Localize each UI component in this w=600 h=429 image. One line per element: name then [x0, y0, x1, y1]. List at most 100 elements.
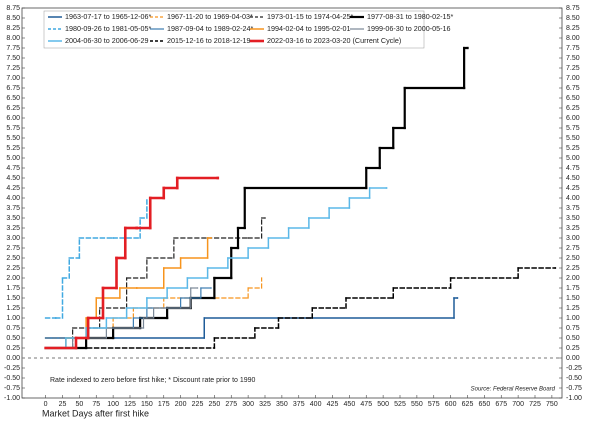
- x-tick-label: 0: [44, 401, 48, 408]
- x-tick-label: 125: [124, 401, 136, 408]
- y-tick-label: 8.50: [6, 15, 20, 22]
- y-tick-label: 7.50: [6, 55, 20, 62]
- y-tick-label: 7.75: [6, 45, 20, 52]
- legend-label: 2004-06-30 to 2006-06-29: [65, 36, 149, 45]
- x-tick-label: 350: [276, 401, 288, 408]
- y2-tick-label: 6.25: [566, 105, 580, 112]
- y-tick-label: 3.25: [6, 225, 20, 232]
- y-tick-label: 4.75: [6, 165, 20, 172]
- x-tick-label: 375: [293, 401, 305, 408]
- x-tick-label: 525: [394, 401, 406, 408]
- x-tick-label: 600: [445, 401, 457, 408]
- y-tick-label: 6.75: [6, 85, 20, 92]
- y-tick-label: 1.75: [6, 285, 20, 292]
- y2-tick-label: 0.00: [566, 355, 580, 362]
- y2-tick-label: 5.75: [566, 125, 580, 132]
- x-tick-label: 700: [512, 401, 524, 408]
- y-tick-label: 0.00: [6, 355, 20, 362]
- note: Rate indexed to zero before first hike; …: [50, 377, 256, 384]
- x-tick-label: 150: [141, 401, 153, 408]
- x-tick-label: 325: [259, 401, 271, 408]
- y2-tick-label: 6.50: [566, 95, 580, 102]
- y2-tick-label: 7.75: [566, 45, 580, 52]
- y-tick-label: 0.25: [6, 345, 20, 352]
- x-tick-label: 275: [225, 401, 237, 408]
- y-tick-label: 5.00: [6, 155, 20, 162]
- y2-tick-label: 7.25: [566, 65, 580, 72]
- source: Source: Federal Reserve Board: [471, 387, 556, 393]
- x-tick-label: 25: [59, 401, 67, 408]
- y-tick-label: 2.25: [6, 265, 20, 272]
- y2-tick-label: 1.50: [566, 295, 580, 302]
- y2-tick-label: 4.25: [566, 185, 580, 192]
- legend-label: 1980-09-26 to 1981-05-05*: [65, 24, 152, 33]
- y-tick-label: 3.00: [6, 235, 20, 242]
- y-tick-label: 2.00: [6, 275, 20, 282]
- x-tick-label: 225: [192, 401, 204, 408]
- x-tick-label: 100: [107, 401, 119, 408]
- y2-tick-label: 6.00: [566, 115, 580, 122]
- legend-label: 1973-01-15 to 1974-04-25*: [267, 12, 354, 21]
- y2-tick-label: 8.25: [566, 25, 580, 32]
- y2-tick-label: 4.50: [566, 175, 580, 182]
- y2-tick-label: 8.75: [566, 5, 580, 12]
- y-tick-label: -0.50: [4, 375, 20, 382]
- y-tick-label: 5.75: [6, 125, 20, 132]
- x-tick-label: 500: [377, 401, 389, 408]
- y2-tick-label: 6.75: [566, 85, 580, 92]
- y2-tick-label: -0.50: [566, 375, 582, 382]
- x-tick-label: 200: [175, 401, 187, 408]
- y-tick-label: -1.00: [4, 395, 20, 402]
- y-tick-label: 0.75: [6, 325, 20, 332]
- y-tick-label: 0.50: [6, 335, 20, 342]
- y2-tick-label: 0.75: [566, 325, 580, 332]
- x-tick-label: 475: [360, 401, 372, 408]
- y-tick-label: 4.25: [6, 185, 20, 192]
- y-tick-label: 5.25: [6, 145, 20, 152]
- y-tick-label: 6.00: [6, 115, 20, 122]
- y-tick-label: 1.00: [6, 315, 20, 322]
- x-tick-label: 425: [327, 401, 339, 408]
- y-tick-label: 6.25: [6, 105, 20, 112]
- plot-frame: [21, 7, 563, 399]
- legend-label: 1967-11-20 to 1969-04-03*: [167, 12, 253, 21]
- x-tick-label: 250: [209, 401, 221, 408]
- y2-tick-label: 5.00: [566, 155, 580, 162]
- y2-tick-label: 3.00: [566, 235, 580, 242]
- y2-tick-label: 2.50: [566, 255, 580, 262]
- x-tick-label: 725: [529, 401, 541, 408]
- y-tick-label: 8.75: [6, 5, 20, 12]
- y2-tick-label: 4.75: [566, 165, 580, 172]
- y2-tick-label: -0.25: [566, 365, 582, 372]
- y2-tick-label: 1.00: [566, 315, 580, 322]
- x-tick-label: 550: [411, 401, 423, 408]
- y2-tick-label: 5.50: [566, 135, 580, 142]
- x-axis-label: Market Days after first hike: [42, 408, 149, 418]
- y2-tick-label: 4.00: [566, 195, 580, 202]
- y-tick-label: 8.25: [6, 25, 20, 32]
- legend-label: 1999-06-30 to 2000-05-16: [367, 24, 451, 33]
- legend-label: 2015-12-16 to 2018-12-19: [167, 36, 251, 45]
- y2-tick-label: 2.25: [566, 265, 580, 272]
- y2-tick-label: 3.75: [566, 205, 580, 212]
- legend-label: 1994-02-04 to 1995-02-01: [267, 24, 351, 33]
- x-tick-label: 50: [75, 401, 83, 408]
- y-tick-label: 4.00: [6, 195, 20, 202]
- y-tick-label: 2.75: [6, 245, 20, 252]
- y-tick-label: 7.00: [6, 75, 20, 82]
- y-tick-label: 5.50: [6, 135, 20, 142]
- x-tick-label: 450: [344, 401, 356, 408]
- x-tick-label: 625: [462, 401, 474, 408]
- x-tick-label: 650: [479, 401, 491, 408]
- legend-label: 1963-07-17 to 1965-12-06*: [65, 12, 152, 21]
- y2-tick-label: 8.50: [566, 15, 580, 22]
- x-tick-label: 175: [158, 401, 170, 408]
- y2-tick-label: -1.00: [566, 395, 582, 402]
- y-tick-label: 6.50: [6, 95, 20, 102]
- y-tick-label: -0.25: [4, 365, 20, 372]
- legend-label: 2022-03-16 to 2023-03-20 (Current Cycle): [267, 36, 401, 45]
- legend-label: 1977-08-31 to 1980-02-15*: [367, 12, 454, 21]
- x-tick-label: 300: [242, 401, 254, 408]
- y2-tick-label: 3.50: [566, 215, 580, 222]
- y-tick-label: 3.75: [6, 205, 20, 212]
